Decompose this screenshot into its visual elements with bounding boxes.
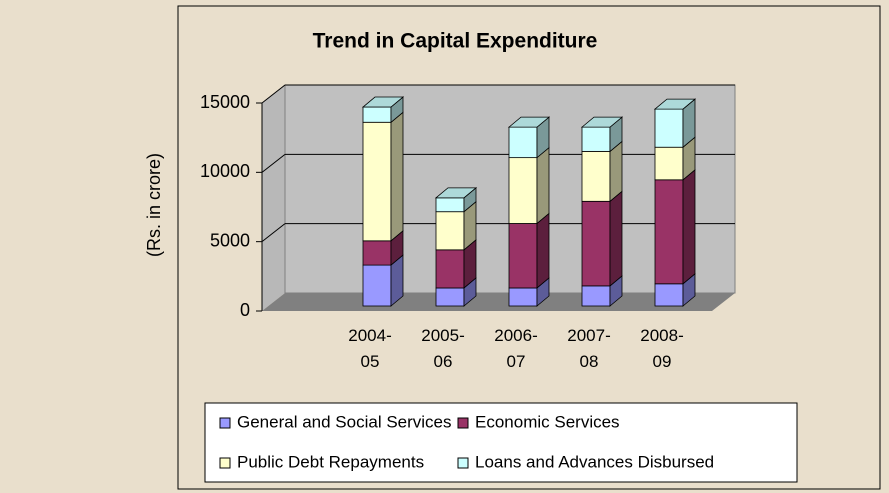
legend	[204, 402, 798, 483]
legend-swatch	[457, 457, 469, 469]
x-tick-label: 2005-06	[421, 326, 465, 371]
y-tick-label: 0	[240, 300, 250, 320]
bar-segment	[654, 179, 684, 285]
legend-swatch	[219, 417, 231, 429]
bar-segment	[581, 126, 611, 152]
legend-swatch	[457, 417, 469, 429]
x-tick-label: 2008-09	[640, 326, 684, 371]
bar-segment	[435, 211, 465, 251]
bar-segment	[508, 287, 538, 307]
x-tick-label: 2004-05	[348, 326, 392, 371]
bar-segment	[435, 249, 465, 289]
bar-segment	[654, 146, 684, 181]
bar-segment	[581, 150, 611, 202]
bar-segment	[654, 108, 684, 148]
bar-segment	[654, 283, 684, 307]
x-tick-label: 2006-07	[494, 326, 538, 371]
bar-top	[361, 96, 405, 108]
bar-segment	[581, 200, 611, 287]
legend-label: Loans and Advances Disbursed	[475, 452, 714, 471]
bar-segment	[508, 157, 538, 224]
bar-side	[390, 111, 404, 242]
bar-side	[609, 190, 623, 287]
bar-segment	[435, 197, 465, 213]
bar-top	[434, 187, 478, 199]
bar-segment	[435, 287, 465, 307]
legend-swatch	[219, 457, 231, 469]
legend-label: Economic Services	[475, 412, 620, 431]
bar-segment	[362, 264, 392, 307]
legend-label: General and Social Services	[237, 412, 452, 431]
bar-top	[653, 98, 697, 110]
y-tick-label: 10000	[200, 161, 250, 181]
grid-line	[261, 223, 286, 243]
bar-segment	[508, 223, 538, 289]
bar-segment	[362, 240, 392, 266]
bar-side	[536, 212, 550, 289]
bar-side	[682, 168, 696, 285]
bar-segment	[508, 126, 538, 159]
bar-top	[507, 116, 551, 128]
chart-border	[177, 5, 881, 490]
grid-line	[261, 153, 286, 173]
bar-segment	[362, 106, 392, 123]
x-tick-label: 2007-08	[567, 326, 611, 371]
legend-label: Public Debt Repayments	[237, 452, 424, 471]
grid-line	[261, 84, 286, 104]
y-tick-label: 15000	[200, 92, 250, 112]
side-wall	[262, 85, 285, 311]
y-tick-label: 5000	[210, 230, 250, 250]
bar-side	[536, 146, 550, 225]
bar-top	[580, 116, 624, 128]
bar-segment	[362, 121, 392, 242]
y-axis-label: (Rs. in crore)	[144, 153, 164, 257]
chart-title: Trend in Capital Expenditure	[313, 30, 598, 53]
bar-segment	[581, 285, 611, 307]
